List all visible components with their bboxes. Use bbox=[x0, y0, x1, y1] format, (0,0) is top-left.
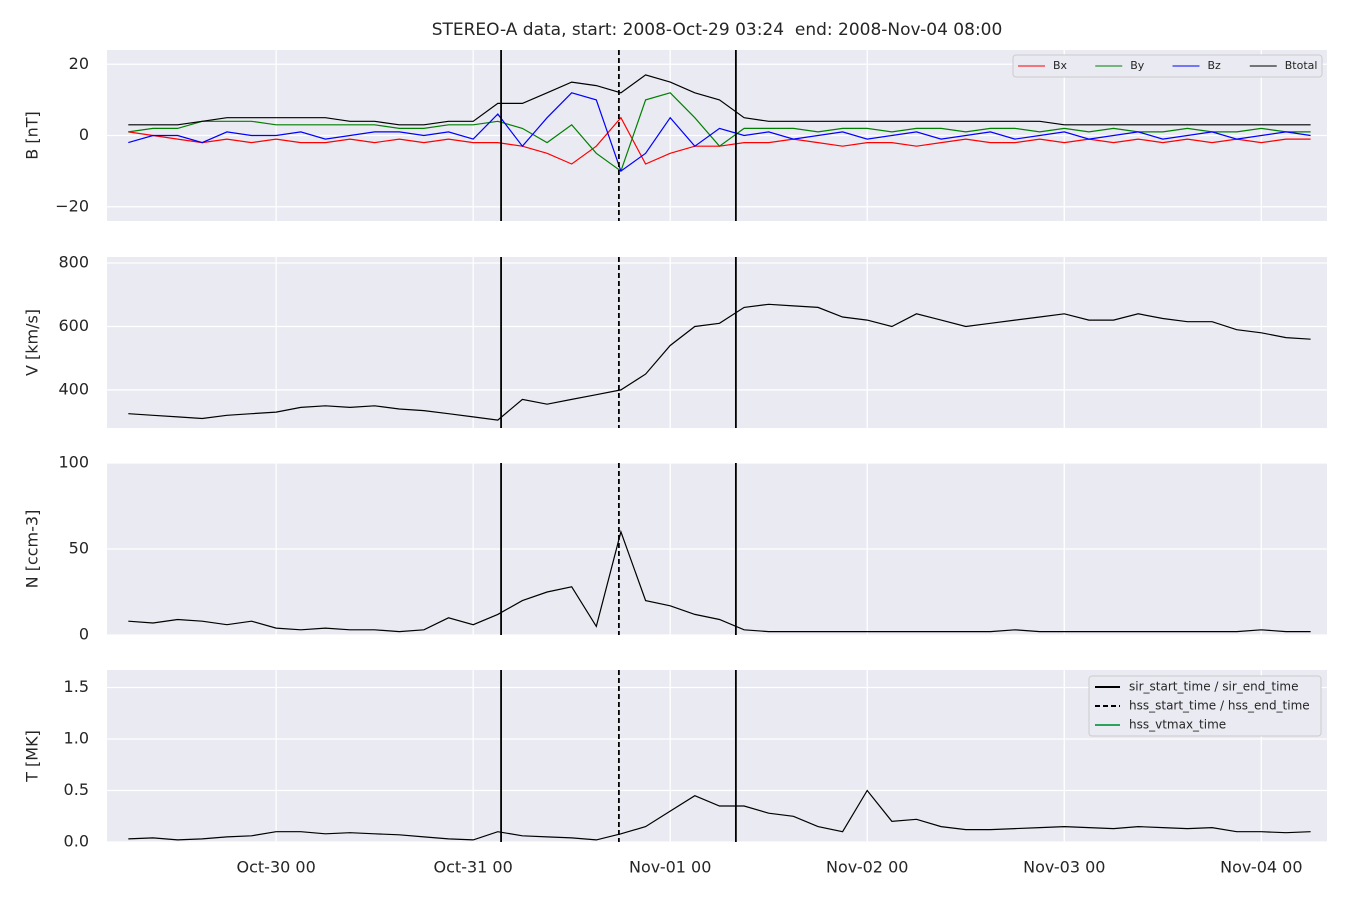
y-axis-label: T [MK] bbox=[23, 730, 42, 783]
y-tick-label: 20 bbox=[69, 54, 89, 73]
legend-label: By bbox=[1130, 59, 1145, 72]
y-tick-label: 400 bbox=[58, 379, 89, 398]
y-tick-label: 0 bbox=[79, 625, 89, 644]
legend-label: Btotal bbox=[1285, 59, 1318, 72]
y-tick-label: 1.5 bbox=[64, 677, 89, 696]
y-tick-label: 100 bbox=[58, 453, 89, 472]
data-line bbox=[128, 529, 1311, 633]
series-group bbox=[128, 789, 1311, 841]
y-axis-label: B [nT] bbox=[23, 111, 42, 159]
y-axis-label: V [km/s] bbox=[23, 309, 42, 376]
chart-title: STEREO-A data, start: 2008-Oct-29 03:24 … bbox=[432, 20, 1003, 40]
x-tick-label: Nov-01 00 bbox=[629, 858, 711, 877]
legend-label: Bz bbox=[1208, 59, 1222, 72]
legend-label: Bx bbox=[1053, 59, 1068, 72]
y-tick-label: 800 bbox=[58, 253, 89, 272]
data-line bbox=[128, 74, 1311, 126]
legend-box bbox=[1012, 54, 1323, 78]
series-group bbox=[128, 529, 1311, 633]
y-tick-label: 0.0 bbox=[64, 832, 89, 851]
series-group bbox=[128, 303, 1311, 421]
y-tick-label: 50 bbox=[69, 539, 89, 558]
x-tick-label: Oct-31 00 bbox=[434, 858, 513, 877]
y-tick-label: 0 bbox=[79, 125, 89, 144]
legend-box bbox=[1088, 675, 1322, 737]
data-line bbox=[128, 303, 1311, 421]
x-tick-label: Nov-02 00 bbox=[826, 858, 908, 877]
legend-label: hss_start_time / hss_end_time bbox=[1129, 699, 1310, 713]
y-axis-label: N [ccm-3] bbox=[23, 510, 42, 589]
data-line bbox=[128, 789, 1311, 841]
x-tick-label: Oct-30 00 bbox=[237, 858, 316, 877]
data-line bbox=[128, 92, 1311, 173]
plot-area bbox=[107, 257, 1327, 428]
x-tick-label: Nov-04 00 bbox=[1220, 858, 1302, 877]
legend-label: sir_start_time / sir_end_time bbox=[1129, 680, 1299, 694]
y-tick-label: −20 bbox=[55, 196, 89, 215]
y-tick-label: 1.0 bbox=[64, 729, 89, 748]
series-group bbox=[128, 74, 1311, 173]
y-tick-label: 600 bbox=[58, 316, 89, 335]
y-tick-label: 0.5 bbox=[64, 780, 89, 799]
x-tick-label: Nov-03 00 bbox=[1023, 858, 1105, 877]
legend-label: hss_vtmax_time bbox=[1129, 718, 1226, 732]
data-line bbox=[128, 92, 1311, 173]
